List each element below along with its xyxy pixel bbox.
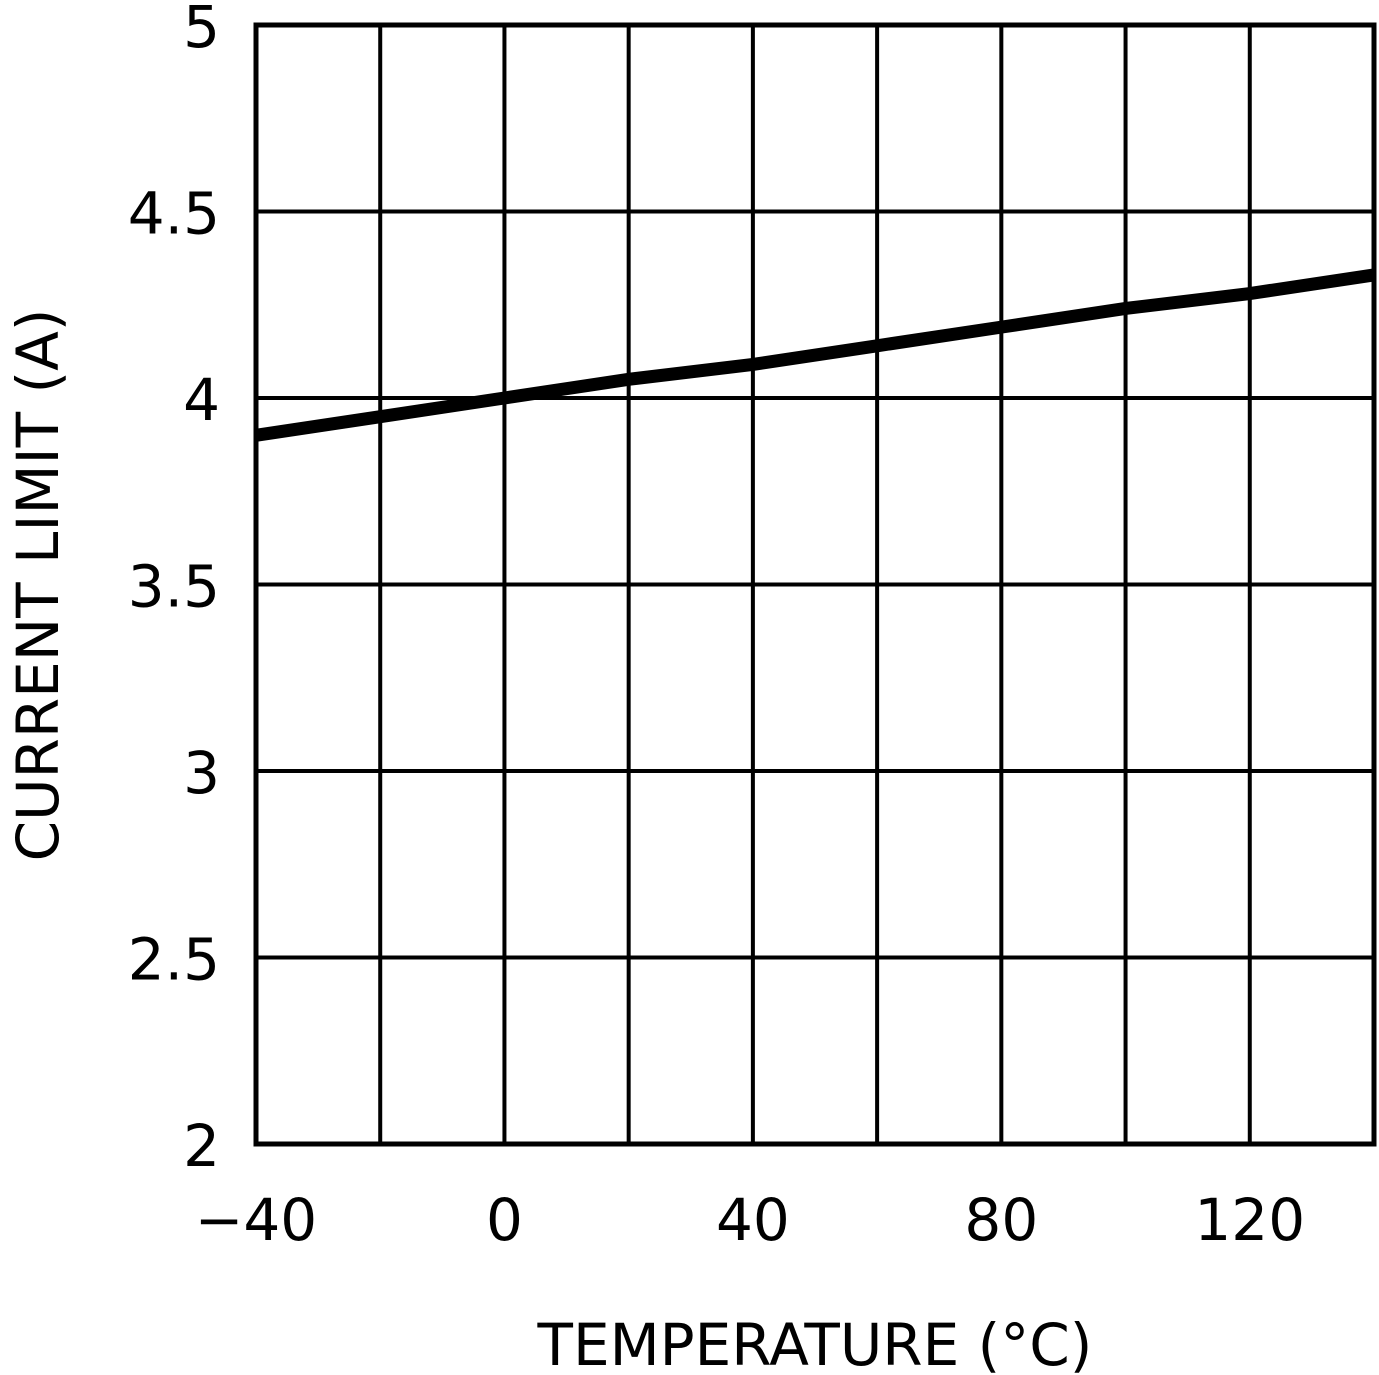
x-tick-labels: −40 0 40 80 120 — [195, 1186, 1305, 1254]
y-tick-label: 3 — [183, 739, 220, 807]
x-tick-label: 80 — [964, 1186, 1038, 1254]
y-tick-label: 4.5 — [128, 180, 220, 248]
y-tick-label: 2 — [183, 1112, 220, 1180]
grid-lines — [254, 23, 1376, 1146]
y-axis-label: CURRENT LIMIT (A) — [4, 309, 72, 862]
x-tick-label: 40 — [716, 1186, 790, 1254]
y-tick-label: 3.5 — [128, 553, 220, 621]
x-tick-label: 0 — [486, 1186, 523, 1254]
y-tick-label: 5 — [183, 0, 220, 61]
x-axis-label: TEMPERATURE (°C) — [537, 1311, 1093, 1375]
current-limit-line — [255, 268, 1375, 442]
plot-frame — [253, 22, 1377, 1147]
x-tick-label: −40 — [195, 1186, 317, 1254]
y-tick-label: 2.5 — [128, 926, 220, 994]
x-tick-label: 120 — [1194, 1186, 1305, 1254]
y-tick-label: 4 — [183, 366, 220, 434]
y-tick-labels: 2 2.5 3 3.5 4 4.5 5 — [128, 0, 220, 1180]
